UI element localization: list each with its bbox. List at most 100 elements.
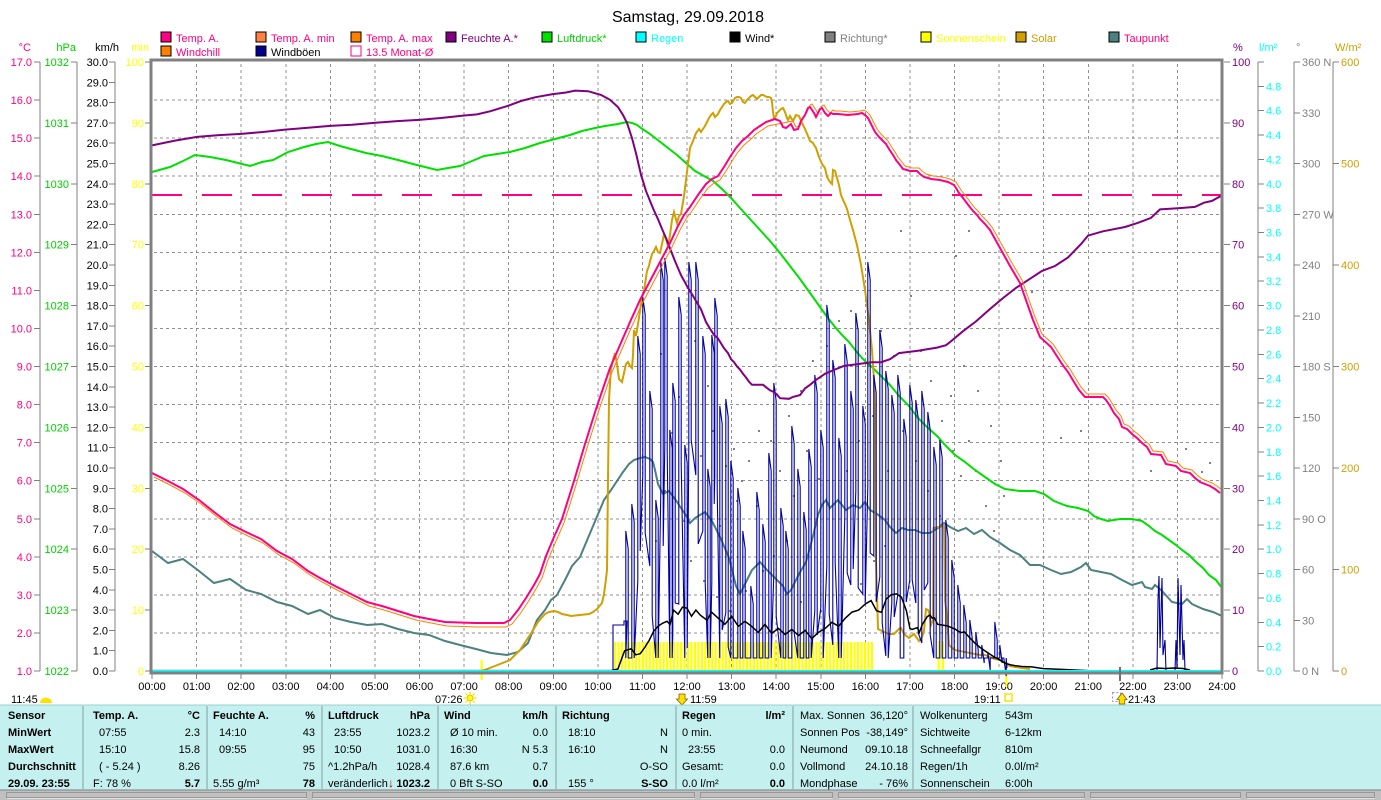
svg-text:8.26: 8.26: [179, 761, 200, 773]
svg-text:40: 40: [132, 422, 144, 434]
svg-text:1024: 1024: [45, 544, 69, 556]
svg-text:Regen: Regen: [651, 33, 683, 45]
svg-text:05:00: 05:00: [361, 681, 389, 693]
svg-text:3.2: 3.2: [1266, 276, 1281, 288]
svg-text:2.3: 2.3: [185, 727, 200, 739]
svg-text:14.0: 14.0: [87, 382, 108, 394]
svg-text:Taupunkt: Taupunkt: [1124, 33, 1169, 45]
svg-text:l/m²: l/m²: [765, 710, 785, 722]
svg-text:Feuchte A.: Feuchte A.: [213, 710, 269, 722]
svg-text:95: 95: [303, 744, 315, 756]
svg-text:14:00: 14:00: [762, 681, 790, 693]
svg-text:0.0: 0.0: [93, 666, 108, 678]
svg-text:Durchschnitt: Durchschnitt: [8, 761, 76, 773]
svg-text:155 °: 155 °: [568, 778, 594, 790]
svg-text:Richtung*: Richtung*: [840, 33, 888, 45]
svg-text:9.0: 9.0: [93, 483, 108, 495]
svg-text:240: 240: [1302, 260, 1320, 272]
svg-text:0.7: 0.7: [533, 761, 548, 773]
svg-text:Windchill: Windchill: [176, 47, 220, 59]
svg-text:9.0: 9.0: [17, 362, 32, 374]
svg-text:200: 200: [1341, 463, 1359, 475]
svg-text:Richtung: Richtung: [562, 710, 610, 722]
svg-text:11.0: 11.0: [11, 285, 32, 297]
svg-text:7.0: 7.0: [93, 524, 108, 536]
svg-text:Sensor: Sensor: [8, 710, 46, 722]
svg-text:20: 20: [1232, 544, 1244, 556]
svg-text:10: 10: [132, 605, 144, 617]
svg-text:1029: 1029: [45, 240, 69, 252]
svg-text:0.0 l/m²: 0.0 l/m²: [682, 778, 719, 790]
svg-text:07:55: 07:55: [99, 727, 127, 739]
svg-text:-38,149°: -38,149°: [866, 727, 908, 739]
svg-text:22:00: 22:00: [1119, 681, 1147, 693]
svg-text:03:00: 03:00: [272, 681, 300, 693]
svg-text:210: 210: [1302, 311, 1320, 323]
svg-text:06:00: 06:00: [406, 681, 434, 693]
svg-text:1.0: 1.0: [17, 666, 32, 678]
svg-text:1031: 1031: [45, 118, 69, 130]
svg-text:Temp. A. min: Temp. A. min: [271, 33, 335, 45]
svg-text:1.0: 1.0: [93, 646, 108, 658]
svg-text:01:00: 01:00: [183, 681, 211, 693]
svg-text:24.10.18: 24.10.18: [865, 761, 908, 773]
svg-text:F: 78 %: F: 78 %: [93, 778, 131, 790]
svg-text:0: 0: [138, 666, 144, 678]
svg-text:13:00: 13:00: [718, 681, 746, 693]
svg-text:1023: 1023: [45, 605, 69, 617]
svg-text:16:00: 16:00: [852, 681, 880, 693]
svg-text:60: 60: [1232, 301, 1244, 313]
svg-text:25.0: 25.0: [87, 159, 108, 171]
svg-text:36,120°: 36,120°: [870, 710, 908, 722]
svg-text:2.4: 2.4: [1266, 374, 1281, 386]
svg-text:400: 400: [1341, 260, 1359, 272]
svg-text:2.0: 2.0: [17, 628, 32, 640]
svg-text:20:00: 20:00: [1030, 681, 1058, 693]
svg-text:810m: 810m: [1005, 744, 1033, 756]
svg-text:14.0: 14.0: [11, 171, 32, 183]
svg-text:26.0: 26.0: [87, 138, 108, 150]
svg-text:N: N: [660, 727, 668, 739]
svg-text:23:55: 23:55: [334, 727, 362, 739]
svg-text:Temp. A.: Temp. A.: [176, 33, 219, 45]
svg-text:O-SO: O-SO: [640, 761, 669, 773]
svg-text:180 S: 180 S: [1302, 362, 1331, 374]
svg-text:90 O: 90 O: [1302, 514, 1326, 526]
svg-text:40: 40: [1232, 422, 1244, 434]
svg-text:16.0: 16.0: [87, 341, 108, 353]
svg-text:29.09. 23:55: 29.09. 23:55: [8, 778, 70, 790]
svg-text:4.8: 4.8: [1266, 81, 1281, 93]
svg-text:17:00: 17:00: [896, 681, 924, 693]
svg-text:12.0: 12.0: [87, 422, 108, 434]
svg-text:5.55 g/m³: 5.55 g/m³: [213, 778, 260, 790]
svg-text:18:00: 18:00: [941, 681, 969, 693]
svg-text:0.0: 0.0: [533, 727, 548, 739]
svg-text:Gesamt:: Gesamt:: [682, 761, 724, 773]
svg-text:21.0: 21.0: [87, 240, 108, 252]
svg-text:Schneefallgr: Schneefallgr: [920, 744, 981, 756]
svg-text:17.0: 17.0: [11, 57, 32, 69]
svg-text:90: 90: [1232, 118, 1244, 130]
svg-text:09.10.18: 09.10.18: [865, 744, 908, 756]
svg-text:2.8: 2.8: [1266, 325, 1281, 337]
svg-text:1.2: 1.2: [1266, 520, 1281, 532]
svg-text:12:00: 12:00: [673, 681, 701, 693]
svg-text:29.0: 29.0: [87, 77, 108, 89]
svg-text:78: 78: [303, 778, 315, 790]
svg-text:1.4: 1.4: [1266, 495, 1281, 507]
svg-text:6-12km: 6-12km: [1005, 727, 1042, 739]
svg-text:0: 0: [1232, 666, 1238, 678]
svg-text:4.4: 4.4: [1266, 130, 1281, 142]
svg-text:km/h: km/h: [522, 710, 548, 722]
svg-text:1027: 1027: [45, 362, 69, 374]
svg-text:S-SO: S-SO: [641, 778, 668, 790]
svg-text:Temp. A.: Temp. A.: [93, 710, 138, 722]
svg-text:°C: °C: [19, 42, 31, 54]
svg-text:1.6: 1.6: [1266, 471, 1281, 483]
svg-text:60: 60: [132, 301, 144, 313]
svg-text:11:45: 11:45: [11, 694, 38, 706]
svg-text:16.0: 16.0: [11, 95, 32, 107]
svg-text:19:11: 19:11: [974, 694, 1001, 706]
svg-text:15:00: 15:00: [807, 681, 835, 693]
svg-text:43: 43: [303, 727, 315, 739]
